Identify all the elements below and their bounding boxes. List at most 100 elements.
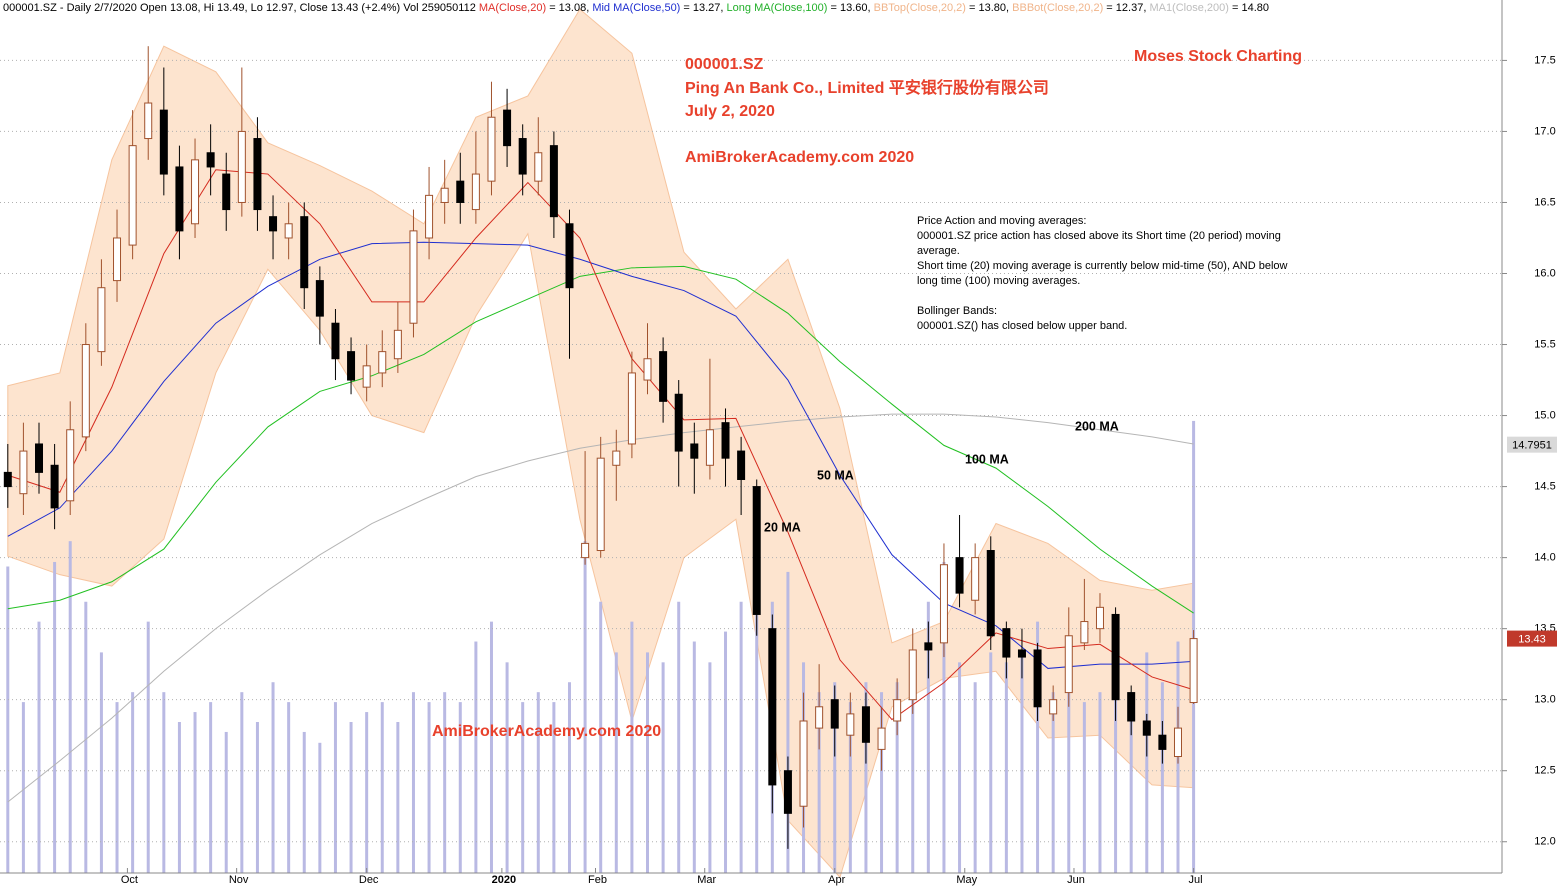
candle-body (1111, 613, 1120, 701)
volume-bar (521, 702, 525, 873)
header-part: = 12.37, (1103, 2, 1149, 14)
candle-body (331, 322, 340, 360)
candle-body (518, 138, 527, 175)
volume-bar (646, 652, 650, 873)
notes: Price Action and moving averages: 000001.… (917, 215, 1288, 332)
y-tick-label: 16.5 (1534, 196, 1555, 208)
y-tick-label: 13.0 (1534, 694, 1555, 706)
x-tick-label: Oct (121, 874, 138, 886)
volume-bar (1004, 662, 1008, 873)
header-part: BBTop(Close,20,2) (874, 2, 966, 14)
candle-body (690, 443, 699, 459)
note-line: average. (917, 245, 960, 257)
volume-bar (880, 692, 884, 873)
volume-bar (1020, 652, 1024, 873)
candle-body (1049, 699, 1058, 715)
volume-bar (661, 662, 665, 873)
x-tick-label: Jun (1067, 874, 1085, 886)
candle-body (1033, 649, 1042, 708)
note-line: 000001.SZ() has closed below upper band. (917, 320, 1127, 332)
candle-body (159, 109, 168, 175)
candle-body (861, 706, 870, 743)
volume-bar (989, 652, 993, 873)
volume-bar (474, 641, 478, 873)
candle-body (1189, 638, 1198, 704)
volume-layer (6, 420, 1196, 873)
volume-bar (318, 742, 322, 873)
symbol: 000001.SZ (685, 56, 764, 73)
candle-body (581, 542, 590, 559)
candle-body (237, 130, 246, 203)
volume-bar (1129, 692, 1133, 873)
candle-body (939, 564, 948, 644)
volume-bar (567, 682, 571, 873)
candle-body (19, 450, 28, 495)
candle-body (3, 471, 12, 488)
candle-body (81, 344, 90, 438)
candle-body (815, 706, 824, 729)
volume-bar (489, 621, 493, 873)
note-line: Price Action and moving averages: (917, 215, 1086, 227)
header-part: 000001.SZ - Daily 2/7/2020 Open 13.08, H… (3, 2, 479, 14)
volume-bar (1067, 662, 1071, 873)
y-tick-label: 14.5 (1534, 480, 1555, 492)
volume-bar (911, 652, 915, 873)
volume-bar (926, 601, 930, 873)
note-line: Short time (20) moving average is curren… (917, 260, 1288, 272)
x-tick-label: Feb (588, 874, 607, 886)
volume-bar (271, 682, 275, 873)
candle-body (128, 145, 137, 246)
volume-bar (396, 722, 400, 873)
volume-bar (677, 601, 681, 873)
candle-body (643, 358, 652, 381)
candle-body (893, 699, 902, 722)
volume-bar (193, 712, 197, 873)
x-tick-label: 2020 (492, 874, 516, 886)
volume-bar (1082, 702, 1086, 873)
volume-bar (786, 571, 790, 873)
y-tick-label: 17.0 (1534, 125, 1555, 137)
candle-body (253, 138, 262, 211)
candle-body (471, 173, 480, 211)
candle-body (1080, 621, 1089, 644)
watermark: AmiBrokerAcademy.com 2020 (432, 723, 661, 740)
price-label-box (1507, 436, 1557, 453)
candle-body (409, 230, 418, 324)
volume-bar (942, 561, 946, 873)
x-tick-label: Nov (229, 874, 249, 886)
volume-bar (302, 731, 306, 873)
volume-bar (1160, 682, 1164, 873)
candle-body (269, 216, 278, 232)
volume-bar (365, 712, 369, 873)
volume-bar (817, 692, 821, 873)
header-part: MA1(Close,200) (1149, 2, 1228, 14)
volume-bar (552, 702, 556, 873)
price-label: 13.43 (1518, 634, 1546, 646)
candle-body (659, 351, 668, 402)
header: 000001.SZ - Daily 2/7/2020 Open 13.08, H… (3, 2, 1269, 14)
candle-body (955, 557, 964, 594)
x-tick-label: Apr (828, 874, 845, 886)
volume-bar (443, 692, 447, 873)
note-line: Bollinger Bands: (917, 305, 997, 317)
volume-bar (1036, 621, 1040, 873)
candle-body (877, 727, 886, 750)
candle-body (440, 187, 449, 203)
volume-bar (848, 702, 852, 873)
y-tick-label: 16.0 (1534, 267, 1555, 279)
volume-bar (6, 566, 10, 873)
volume-bar (973, 682, 977, 873)
ma-labels: 200 MA 100 MA 50 MA 20 MA (764, 419, 1119, 534)
volume-bar (958, 662, 962, 873)
volume-bar (505, 662, 509, 873)
candle-body (66, 429, 75, 502)
candle-body (737, 450, 746, 480)
candle-body (1017, 649, 1026, 658)
candle-body (565, 223, 574, 289)
ma-line (7, 413, 1194, 803)
volume-bar (458, 702, 462, 873)
volume-bar (895, 682, 899, 873)
candle-body (284, 223, 293, 239)
header-part: = 13.60, (827, 2, 873, 14)
volume-bar (333, 702, 337, 873)
